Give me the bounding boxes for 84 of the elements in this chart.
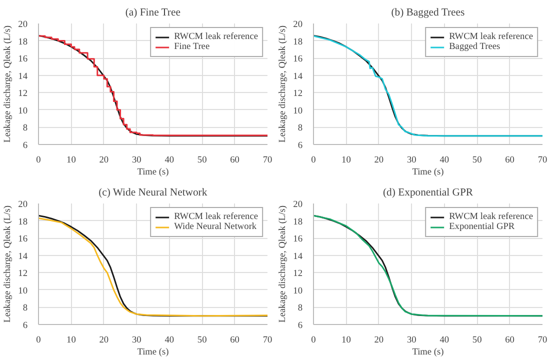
y-tick-label: 20 xyxy=(18,20,28,30)
y-tick-label: 16 xyxy=(18,234,28,245)
x-tick-label: 10 xyxy=(66,156,76,166)
x-tick-label: 60 xyxy=(230,336,240,346)
x-tick-label: 20 xyxy=(99,156,109,166)
x-tick-label: 0 xyxy=(36,156,42,166)
chart-title: (a) Fine Tree xyxy=(125,8,181,18)
y-tick-label: 10 xyxy=(293,106,303,116)
x-axis-title: Time (s) xyxy=(412,348,444,358)
y-tick-label: 14 xyxy=(18,72,28,82)
y-tick-label: 8 xyxy=(298,304,303,314)
legend-label: Exponential GPR xyxy=(449,222,515,232)
y-tick-label: 18 xyxy=(18,37,28,48)
x-tick-label: 30 xyxy=(132,336,142,346)
y-tick-label: 12 xyxy=(293,269,303,280)
x-tick-label: 0 xyxy=(311,156,316,166)
y-tick-label: 18 xyxy=(18,217,28,228)
x-axis-title: Time (s) xyxy=(412,168,444,178)
x-tick-label: 10 xyxy=(66,336,76,346)
y-tick-label: 6 xyxy=(298,141,303,151)
y-tick-label: 6 xyxy=(22,141,28,151)
y-tick-label: 16 xyxy=(18,54,28,65)
y-tick-label: 14 xyxy=(293,72,303,82)
x-tick-label: 30 xyxy=(406,156,417,166)
y-tick-label: 12 xyxy=(293,89,303,100)
chart-title: (b) Bagged Trees xyxy=(391,8,465,18)
y-axis-title: Leakage discharge, Qleak (L/s) xyxy=(278,26,288,142)
y-tick-label: 18 xyxy=(293,37,303,48)
x-tick-label: 30 xyxy=(406,336,417,346)
x-tick-label: 10 xyxy=(342,336,352,346)
y-tick-label: 16 xyxy=(293,54,303,65)
x-tick-label: 60 xyxy=(505,336,515,346)
x-tick-label: 50 xyxy=(472,156,482,166)
y-tick-label: 6 xyxy=(298,321,303,331)
x-tick-label: 50 xyxy=(472,336,482,346)
x-tick-label: 40 xyxy=(440,336,450,346)
y-tick-label: 10 xyxy=(293,286,303,296)
chart-title: (d) Exponential GPR xyxy=(383,188,474,198)
x-tick-label: 40 xyxy=(440,156,450,166)
x-tick-label: 20 xyxy=(99,336,109,346)
x-tick-label: 50 xyxy=(197,336,208,346)
y-tick-label: 16 xyxy=(293,234,303,245)
y-tick-label: 20 xyxy=(293,200,303,210)
legend-label: RWCM leak reference xyxy=(174,212,258,222)
chart-title: (c) Wide Neural Network xyxy=(98,188,208,198)
y-tick-label: 8 xyxy=(298,124,303,134)
y-tick-label: 8 xyxy=(22,124,28,134)
x-tick-label: 60 xyxy=(505,156,515,166)
y-axis-title: Leakage discharge, Qleak (L/s) xyxy=(3,26,14,142)
y-tick-label: 12 xyxy=(18,89,28,100)
legend-label: Bagged Trees xyxy=(449,42,500,52)
x-axis-title: Time (s) xyxy=(137,348,169,358)
y-tick-label: 8 xyxy=(22,304,28,314)
y-tick-label: 6 xyxy=(22,321,28,331)
x-tick-label: 30 xyxy=(132,156,142,166)
x-tick-label: 50 xyxy=(197,156,208,166)
x-tick-label: 40 xyxy=(164,336,174,346)
y-tick-label: 18 xyxy=(293,217,303,228)
x-tick-label: 0 xyxy=(36,336,42,346)
y-tick-label: 14 xyxy=(18,252,28,262)
x-tick-label: 20 xyxy=(374,156,384,166)
x-tick-label: 70 xyxy=(538,156,548,166)
x-tick-label: 40 xyxy=(164,156,174,166)
y-tick-label: 20 xyxy=(293,20,303,30)
y-tick-label: 10 xyxy=(18,286,28,296)
y-axis-title: Leakage discharge, Qleak (L/s) xyxy=(3,206,14,322)
x-tick-label: 0 xyxy=(311,336,316,346)
legend-label: RWCM leak reference xyxy=(174,32,258,42)
x-tick-label: 20 xyxy=(374,336,384,346)
x-axis-title: Time (s) xyxy=(137,168,169,178)
x-tick-label: 70 xyxy=(538,336,548,346)
y-tick-label: 10 xyxy=(18,106,28,116)
legend-label: RWCM leak reference xyxy=(449,32,533,42)
x-tick-label: 10 xyxy=(342,156,352,166)
x-tick-label: 60 xyxy=(230,156,240,166)
legend-label: Wide Neural Network xyxy=(174,222,257,232)
x-tick-label: 70 xyxy=(262,336,272,346)
legend-label: Fine Tree xyxy=(174,42,210,52)
y-tick-label: 14 xyxy=(293,252,303,262)
y-tick-label: 12 xyxy=(18,269,28,280)
y-axis-title: Leakage discharge, Qleak (L/s) xyxy=(278,206,288,322)
x-tick-label: 70 xyxy=(262,156,272,166)
legend-label: RWCM leak reference xyxy=(449,212,533,222)
y-tick-label: 20 xyxy=(18,200,28,210)
